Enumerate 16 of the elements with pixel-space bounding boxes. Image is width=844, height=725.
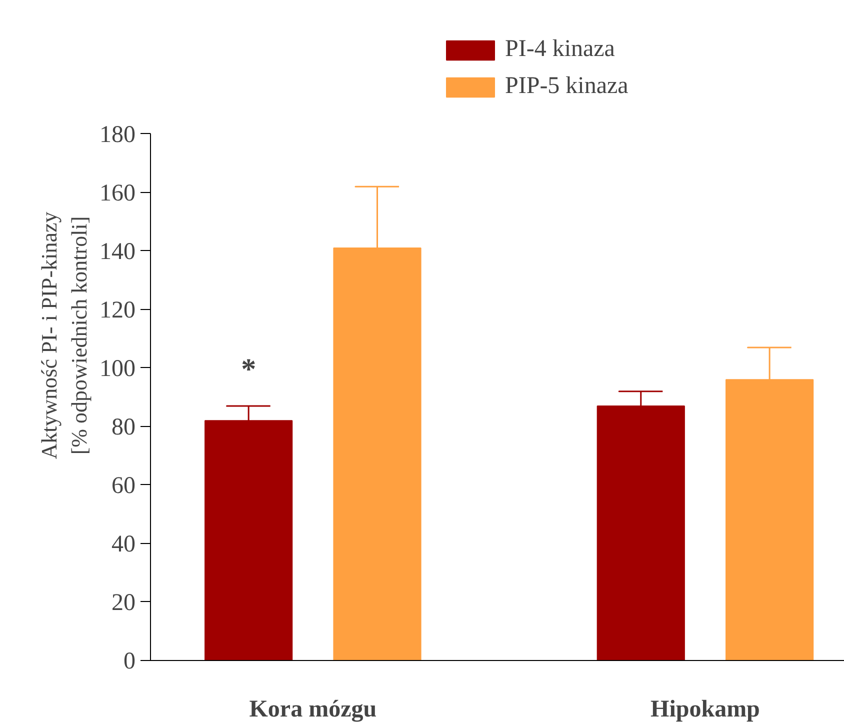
- legend-label: PI-4 kinaza: [505, 36, 615, 63]
- y-tick-label: 120: [100, 297, 136, 324]
- y-tick-label: 160: [100, 180, 136, 206]
- y-tick-label: 20: [112, 590, 136, 616]
- annotation: *: [241, 352, 256, 386]
- y-tick-label: 80: [112, 414, 136, 440]
- y-tick-label: 140: [100, 238, 136, 265]
- y-axis-title: Aktywność PI- i PIP-kinazy [% odpowiednich kontroli]: [36, 212, 92, 460]
- legend-label: PIP-5 kinaza: [505, 73, 628, 100]
- y-tick-label: 40: [112, 531, 136, 558]
- x-tick-label: Kora mózgu: [249, 696, 377, 722]
- y-tick-label: 0: [124, 648, 136, 674]
- x-tick-label: Hipokamp: [650, 696, 760, 722]
- y-tick-label: 60: [112, 472, 136, 499]
- y-tick-label: 180: [100, 122, 136, 148]
- y-tick-label: 100: [100, 356, 136, 382]
